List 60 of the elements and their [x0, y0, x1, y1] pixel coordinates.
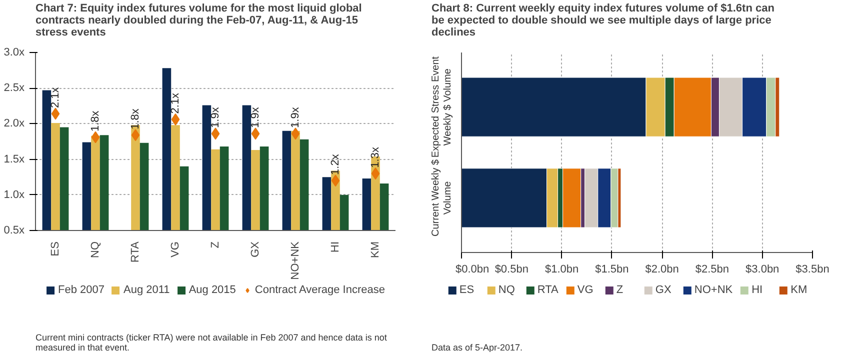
y-tick-label: 2.5x	[4, 82, 25, 94]
x-tick-label: Z	[210, 241, 222, 248]
y-tick-label: 1.5x	[4, 153, 25, 166]
legend-label: KM	[790, 284, 808, 296]
point	[51, 108, 60, 120]
x-tick-label: VG	[170, 241, 182, 258]
x-tick-label: NQ	[90, 241, 102, 258]
legend-label: ES	[459, 284, 476, 296]
legend-label: Feb 2007	[58, 284, 105, 296]
x-tick-label: $0.5bn	[494, 264, 528, 276]
data-label: 2.1x	[50, 86, 62, 108]
text: Data as of 5-Apr-2017.	[432, 342, 523, 352]
point	[291, 128, 300, 140]
x-tick-label: GX	[250, 240, 262, 258]
legend-label: VG	[577, 284, 594, 296]
x-tick-label: ES	[50, 241, 62, 256]
legend-label: GX	[655, 284, 672, 296]
legend-label: NO+NK	[694, 284, 733, 296]
data-label: 1.2x	[330, 154, 342, 175]
legend-label: RTA	[537, 284, 558, 296]
y-tick-label: 1.0x	[4, 188, 25, 201]
data-label: 2.1x	[170, 92, 182, 114]
x-tick-label: $3.0bn	[746, 264, 780, 276]
data-label: 1.9x	[290, 106, 302, 128]
legend-label: NQ	[498, 284, 516, 296]
y-tick-label: 0.5x	[4, 224, 25, 236]
point	[251, 128, 260, 140]
x-tick-label: NO+NK	[290, 240, 302, 280]
y-tick-label: Current Weekly $ Volume	[430, 158, 454, 236]
chart-title: Chart 8: Current weekly equity index futures volume of $1.6tn can be expected to double should we see multiple days of large price declines	[432, 2, 775, 38]
x-tick-label: RTA	[130, 240, 142, 262]
legend-label: Contract Average Increase	[254, 284, 385, 296]
point	[211, 128, 220, 140]
text: Current mini contracts (ticker RTA) were not available in Feb 2007 and hence data is not measured in that event.	[36, 332, 388, 352]
data-label: 1.8x	[90, 110, 102, 132]
legend-label: Z	[616, 284, 624, 296]
data-label: 1.9x	[250, 106, 262, 128]
x-tick-label: $2.0bn	[645, 264, 679, 276]
chart-title: Chart 7: Equity index futures volume for the most liquid global contracts nearly doubled during the Feb-07, Aug-11, & Aug-15 stress events	[36, 2, 362, 38]
x-tick-label: $1.5bn	[595, 264, 629, 276]
x-tick-label: KM	[370, 242, 382, 258]
data-label: 1.3x	[370, 146, 382, 168]
y-tick-label: 3.0x	[4, 46, 25, 58]
legend-label: Aug 2011	[124, 284, 170, 296]
x-tick-label: HI	[330, 242, 342, 252]
x-tick-label: $1.0bn	[544, 264, 579, 276]
point	[331, 174, 340, 187]
x-tick-label: $3.5bn	[796, 264, 830, 276]
y-tick-label: Expected Stress Event Weekly $ Volume	[430, 56, 454, 158]
y-tick-label: 2.0x	[4, 118, 25, 130]
data-label: 1.9x	[210, 106, 222, 128]
point	[171, 113, 180, 126]
point	[131, 129, 140, 142]
legend-label: HI	[752, 284, 764, 296]
point	[371, 168, 380, 180]
x-tick-label: $0.0bn	[456, 264, 490, 276]
point	[91, 131, 100, 144]
data-label: 1.8x	[130, 108, 142, 130]
legend-label: Aug 2015	[188, 284, 236, 296]
x-tick-label: $2.5bn	[695, 264, 730, 276]
